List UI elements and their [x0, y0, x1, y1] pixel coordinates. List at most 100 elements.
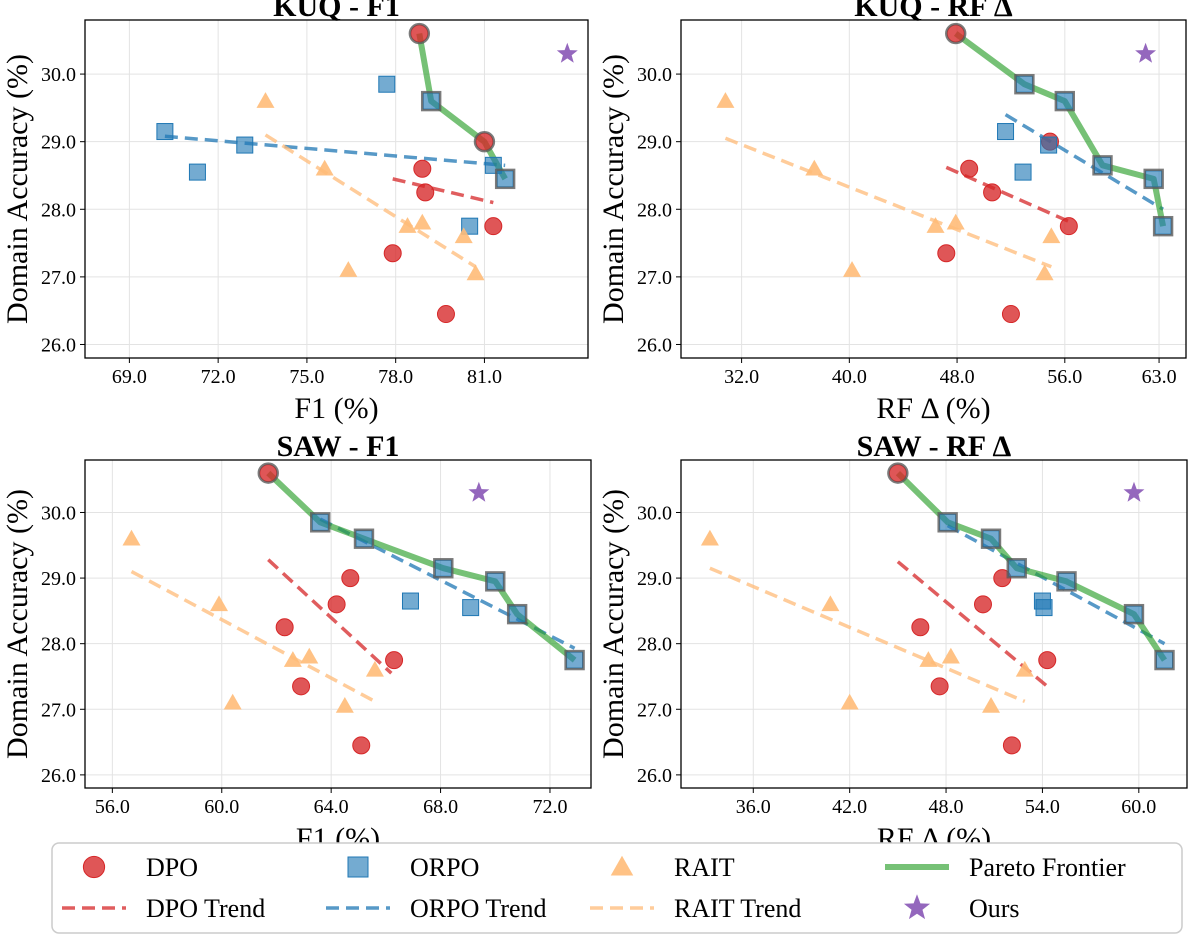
orpo-trend-line: [1004, 113, 1165, 211]
pareto-point-ring: [473, 130, 496, 153]
pareto-point-ring: [1054, 90, 1076, 112]
pareto-point-ring: [485, 571, 506, 592]
pareto-point-ring: [1152, 215, 1174, 237]
orpo-point: [311, 513, 329, 531]
y-tick-label: 28.0: [41, 634, 76, 656]
dpo-point: [413, 159, 432, 178]
legend-item-ours: Ours: [903, 894, 1020, 923]
y-tick-label: 29.0: [41, 568, 76, 590]
y-tick-label: 29.0: [637, 568, 672, 590]
x-tick-label: 48.0: [940, 366, 975, 388]
legend-item-dpo-trend: DPO Trend: [62, 894, 265, 923]
dpo-point: [973, 595, 992, 614]
panel-title: SAW - RF Δ: [857, 430, 1012, 463]
legend-item-dpo: DPO: [82, 853, 198, 882]
rait-point: [716, 92, 735, 108]
x-tick-label: 32.0: [724, 366, 759, 388]
x-tick-label: 69.0: [112, 366, 147, 388]
y-axis-label: Domain Accuracy (%): [597, 489, 630, 759]
x-tick-label: 60.0: [204, 796, 239, 818]
rait-series: [122, 529, 384, 713]
legend-label: RAIT: [674, 853, 735, 882]
rait-point: [365, 660, 384, 677]
rait-trend-line: [724, 136, 1052, 269]
x-tick-label: 64.0: [314, 796, 349, 818]
dpo-series: [383, 24, 503, 324]
dpo-point: [292, 677, 311, 696]
rait-point: [339, 261, 358, 277]
x-tick-label: 54.0: [1025, 796, 1060, 818]
chart-panel-1: 69.0 72.0 75.0 78.0 81.0 26.0 27.0 28.0 29.0 30.0…: [1, 0, 589, 425]
rait-point: [1015, 660, 1034, 677]
y-tick-label: 27.0: [41, 699, 76, 721]
y-tick-label: 28.0: [637, 199, 672, 221]
orpo-point: [486, 572, 504, 590]
ours-star-marker: [1123, 481, 1145, 502]
x-tick-label: 81.0: [467, 366, 502, 388]
dpo-point: [341, 569, 360, 588]
dpo-point: [327, 595, 346, 614]
pareto-point-ring: [945, 22, 967, 45]
y-tick-label: 28.0: [41, 199, 76, 221]
rait-point: [941, 647, 960, 664]
pareto-point-ring: [1143, 168, 1164, 190]
rait-point: [919, 651, 938, 667]
y-tick-label: 29.0: [41, 132, 76, 154]
orpo-point: [401, 592, 419, 610]
orpo-trend-line: [164, 134, 506, 168]
rait-point: [926, 217, 945, 233]
x-tick-label: 72.0: [201, 366, 236, 388]
legend-label: Pareto Frontier: [969, 853, 1126, 882]
x-tick-label: 40.0: [832, 366, 867, 388]
dpo-point: [960, 159, 979, 178]
pareto-point-ring: [506, 603, 528, 625]
pareto-point-ring: [408, 22, 431, 45]
x-axis-label: F1 (%): [294, 392, 378, 425]
axes-frame: [84, 459, 592, 789]
orpo-point: [1040, 136, 1058, 154]
pareto-point-ring: [257, 462, 279, 484]
y-axis-label: Domain Accuracy (%): [597, 54, 630, 324]
rait-point: [398, 217, 417, 233]
orpo-point: [422, 92, 440, 110]
legend-label: ORPO Trend: [410, 894, 547, 923]
legend-item-rait-trend: RAIT Trend: [590, 894, 801, 923]
axes-frame: [680, 459, 1188, 789]
pareto-point-ring: [564, 649, 585, 671]
pareto-point-ring: [1006, 558, 1027, 579]
orpo-point: [1058, 572, 1076, 590]
orpo-point: [566, 651, 584, 669]
rait-point: [256, 92, 275, 108]
dpo-point: [436, 305, 455, 324]
x-tick-label: 36.0: [736, 796, 771, 818]
pareto-point-ring: [937, 512, 958, 533]
legend-item-orpo: ORPO: [347, 853, 479, 882]
dpo-point: [1059, 217, 1078, 236]
rait-series: [256, 92, 485, 281]
pareto-point-ring: [1014, 74, 1035, 95]
legend-label: DPO: [146, 853, 198, 882]
orpo-trend-line: [946, 524, 1166, 646]
y-tick-label: 26.0: [41, 334, 76, 356]
orpo-point: [1056, 92, 1074, 110]
rait-point: [283, 651, 302, 667]
y-tick-label: 26.0: [637, 765, 672, 787]
x-tick-label: 48.0: [929, 796, 964, 818]
orpo-point: [188, 163, 206, 181]
rait-point: [454, 227, 473, 244]
chart-panel-4: 36.0 42.0 48.0 54.0 60.0 26.0 27.0 28.0 29.0 30.0…: [597, 430, 1188, 855]
dpo-trend-line: [392, 177, 494, 205]
y-tick-label: 27.0: [637, 267, 672, 289]
rait-trend-line: [130, 569, 376, 703]
orpo-point: [355, 530, 373, 548]
y-tick-label: 27.0: [41, 267, 76, 289]
pareto-point-ring: [1154, 649, 1175, 671]
orpo-series: [939, 513, 1174, 669]
orpo-point: [378, 75, 396, 93]
dpo-point: [1038, 651, 1057, 670]
orpo-point: [1008, 559, 1026, 577]
orpo-series: [156, 75, 514, 235]
orpo-point: [462, 599, 480, 617]
rait-trend-line: [709, 566, 1026, 704]
dpo-point: [930, 677, 949, 696]
